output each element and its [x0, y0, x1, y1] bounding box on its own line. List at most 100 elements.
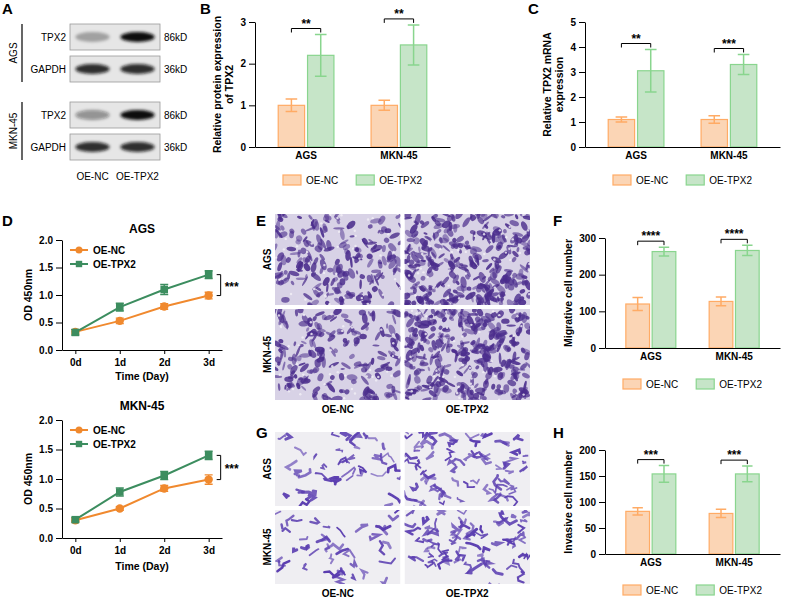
bar: [371, 105, 397, 147]
cell-stain: [304, 329, 313, 340]
cell-stain: [310, 518, 318, 523]
cell-stain: [387, 242, 398, 253]
cell-stain: [424, 475, 434, 478]
tick-mark: [599, 476, 605, 477]
cell-stain: [397, 222, 400, 229]
pore: [329, 349, 331, 351]
cell-stain: [277, 230, 288, 239]
series-line: [75, 296, 208, 332]
micrograph-ground: [275, 214, 401, 305]
pore: [446, 327, 448, 329]
cell-stain: [464, 244, 471, 251]
tick-label: 3d: [203, 357, 215, 368]
blot-band: [120, 142, 154, 152]
tick-mark: [56, 240, 62, 241]
y-tick: 0.0: [39, 345, 62, 356]
x-tick: 2d: [159, 538, 171, 556]
cell-stain: [446, 381, 455, 387]
cell-stain: [443, 302, 450, 305]
cell-stain: [521, 372, 530, 380]
tick-label: AGS: [625, 150, 647, 161]
cell-stain: [311, 218, 319, 228]
cell-stain: [386, 323, 388, 329]
legend-label: OE-NC: [636, 175, 668, 186]
y-axis: 050100150200: [579, 445, 605, 560]
bar: [608, 120, 634, 148]
cell-stain: [452, 289, 458, 294]
pore: [287, 345, 289, 347]
pore: [329, 214, 331, 216]
pore: [336, 217, 338, 219]
cell-stain: [428, 286, 434, 291]
cell-stain: [457, 498, 462, 502]
cell-stain: [275, 512, 280, 515]
micrograph-ground: [275, 309, 401, 400]
cell-stain: [470, 377, 474, 387]
cell-stain: [519, 288, 526, 294]
cell-stain: [360, 321, 371, 331]
cell-stain: [384, 333, 393, 337]
pore: [411, 310, 413, 312]
cell-stain: [447, 268, 454, 273]
cell-stain: [275, 309, 277, 315]
y-axis-title-line: of TPX2: [223, 65, 235, 104]
cell-stain: [502, 344, 511, 353]
pore: [299, 393, 301, 395]
cell-stain: [525, 291, 530, 300]
cell-stain: [452, 526, 459, 533]
cell-stain: [484, 295, 491, 305]
cell-stain: [395, 214, 401, 220]
cell-stain: [460, 341, 470, 346]
cell-stain: [507, 244, 516, 247]
pore: [435, 370, 437, 372]
legend-item: OE-TPX2: [696, 585, 762, 596]
cell-stain: [497, 233, 502, 239]
cell-stain: [423, 309, 430, 315]
y-axis-title-line: Migrative cell number: [562, 239, 574, 347]
cell-stain: [286, 461, 296, 469]
figure: TPX286kDGAPDH36kDAGSTPX286kDGAPDH36kDMKN…: [0, 0, 787, 607]
cell-stain: [333, 577, 344, 584]
cell-stain: [407, 326, 416, 333]
tick-mark: [120, 538, 121, 542]
pore: [514, 311, 516, 313]
cell-stain: [500, 371, 506, 379]
cell-stain: [421, 397, 432, 400]
pore: [512, 335, 514, 337]
cell-stain: [295, 309, 299, 317]
pore: [422, 271, 424, 273]
cell-stain: [296, 376, 304, 387]
cell-stain: [519, 537, 525, 543]
cell-stain: [444, 557, 449, 560]
cell-stain: [514, 435, 522, 440]
cell-stain: [386, 393, 393, 398]
error-bar: [116, 488, 124, 496]
row-label: MKN-45: [262, 335, 273, 373]
tick-mark: [164, 538, 165, 542]
legend: OE-NCOE-TPX2: [70, 245, 136, 270]
axis-line: [605, 239, 606, 349]
pore: [310, 321, 312, 323]
cell-stain: [405, 491, 417, 500]
cell-stain: [459, 518, 466, 523]
cell-stain: [499, 479, 510, 484]
cell-stain: [385, 366, 392, 371]
cell-stain: [386, 300, 395, 305]
cell-stain: [332, 276, 339, 282]
cell-stain: [395, 510, 400, 513]
cell-stain: [277, 279, 285, 287]
cell-stain: [336, 269, 346, 279]
cell-stain: [511, 341, 520, 348]
cell-stain: [356, 525, 368, 532]
cell-stain: [361, 385, 371, 397]
cell-stain: [366, 274, 372, 282]
cell-stain: [363, 295, 369, 302]
cell-stain: [518, 368, 525, 371]
cell-stain: [426, 265, 434, 274]
cell-stain: [312, 315, 318, 322]
cell-stain: [291, 356, 297, 363]
cell-stain: [416, 316, 420, 322]
cell-stain: [349, 321, 353, 326]
cell-stain: [454, 560, 460, 563]
pore: [320, 222, 322, 224]
